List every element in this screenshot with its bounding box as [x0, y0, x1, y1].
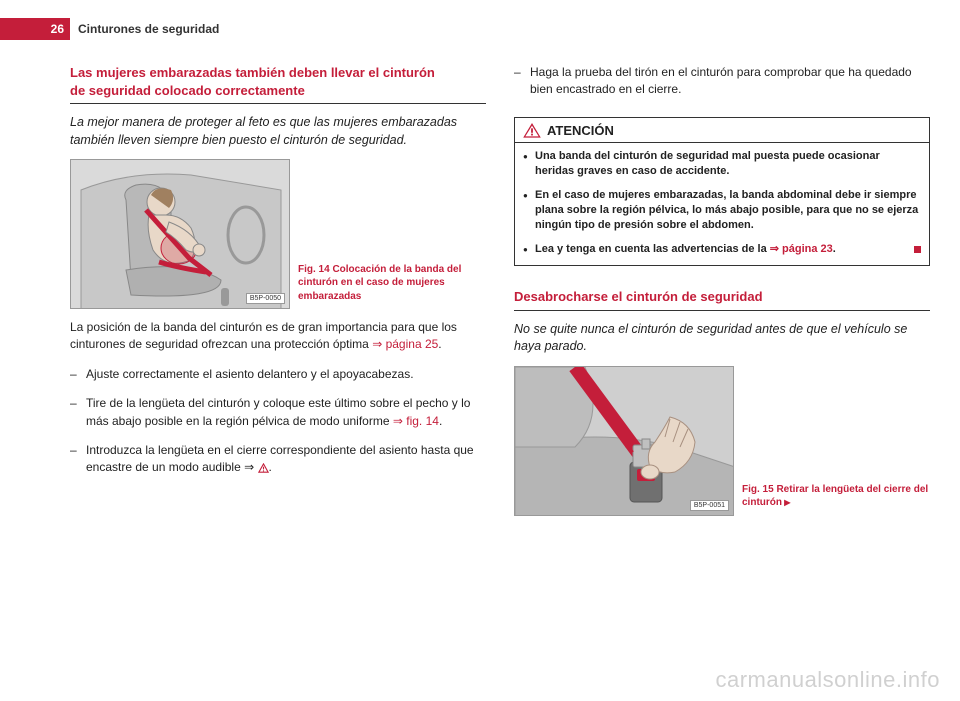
figure-14-code: B5P-0050 — [246, 293, 285, 304]
lead-paragraph: La mejor manera de proteger al feto es q… — [70, 114, 486, 149]
figure-15-code: B5P-0051 — [690, 500, 729, 511]
section-rule — [514, 310, 930, 311]
left-column: Las mujeres embarazadas también deben ll… — [70, 64, 486, 681]
list-item-tail: . — [269, 460, 272, 474]
section-heading-line2: de seguridad colocado correctamente — [70, 83, 305, 98]
warning-triangle-icon — [523, 123, 541, 139]
attention-item: En el caso de mujeres embarazadas, la ba… — [523, 188, 921, 234]
section-end-marker — [914, 246, 921, 253]
page-number-tab: 26 — [0, 18, 70, 40]
list-item-tail: . — [439, 414, 442, 428]
attention-box: ATENCIÓN Una banda del cinturón de segur… — [514, 117, 930, 266]
warning-icon — [258, 463, 269, 474]
attention-item-text: Lea y tenga en cuenta las advertencias d… — [535, 243, 770, 255]
instruction-list-cont: Haga la prueba del tirón en el cinturón … — [514, 64, 930, 111]
page-23-link[interactable]: ⇒ página 23 — [770, 243, 833, 255]
list-item: Introduzca la lengüeta en el cierre corr… — [70, 442, 486, 477]
page-25-link[interactable]: ⇒ página 25 — [372, 337, 438, 351]
figure-14-image: B5P-0050 — [70, 159, 290, 309]
figure-14-row: B5P-0050 Fig. 14 Colocación de la banda … — [70, 159, 486, 309]
attention-item: Una banda del cinturón de seguridad mal … — [523, 149, 921, 180]
list-item: Haga la prueba del tirón en el cinturón … — [514, 64, 930, 99]
content-area: Las mujeres embarazadas también deben ll… — [70, 64, 930, 681]
section-heading: Desabrocharse el cinturón de seguridad — [514, 288, 930, 306]
chapter-title: Cinturones de seguridad — [78, 22, 219, 36]
watermark: carmanualsonline.info — [715, 667, 940, 693]
figure-15-caption: Fig. 15 Retirar la lengüeta del cierre d… — [742, 483, 930, 510]
lead-paragraph: No se quite nunca el cinturón de segurid… — [514, 321, 930, 356]
attention-item-tail: . — [833, 243, 836, 255]
figure-14-caption: Fig. 14 Colocación de la banda del cintu… — [298, 263, 486, 304]
paragraph-1: La posición de la banda del cinturón es … — [70, 319, 486, 354]
list-item-text: Introduzca la lengüeta en el cierre corr… — [86, 443, 474, 474]
attention-item: Lea y tenga en cuenta las advertencias d… — [523, 242, 921, 257]
right-column: Haga la prueba del tirón en el cinturón … — [514, 64, 930, 681]
attention-title: ATENCIÓN — [547, 123, 614, 138]
instruction-list: Ajuste correctamente el asiento delanter… — [70, 366, 486, 489]
section-heading-line1: Las mujeres embarazadas también deben ll… — [70, 65, 435, 80]
attention-body: Una banda del cinturón de seguridad mal … — [515, 143, 929, 265]
fig-14-link[interactable]: ⇒ fig. 14 — [393, 414, 439, 428]
paragraph-1-tail: . — [438, 337, 441, 351]
figure-15-row: B5P-0051 Fig. 15 Retirar la lengüeta del… — [514, 366, 930, 516]
section-rule — [70, 103, 486, 104]
list-item: Ajuste correctamente el asiento delanter… — [70, 366, 486, 383]
attention-header: ATENCIÓN — [515, 118, 929, 142]
list-item: Tire de la lengüeta del cinturón y coloq… — [70, 395, 486, 430]
figure-15-image: B5P-0051 — [514, 366, 734, 516]
section-heading: Las mujeres embarazadas también deben ll… — [70, 64, 486, 99]
